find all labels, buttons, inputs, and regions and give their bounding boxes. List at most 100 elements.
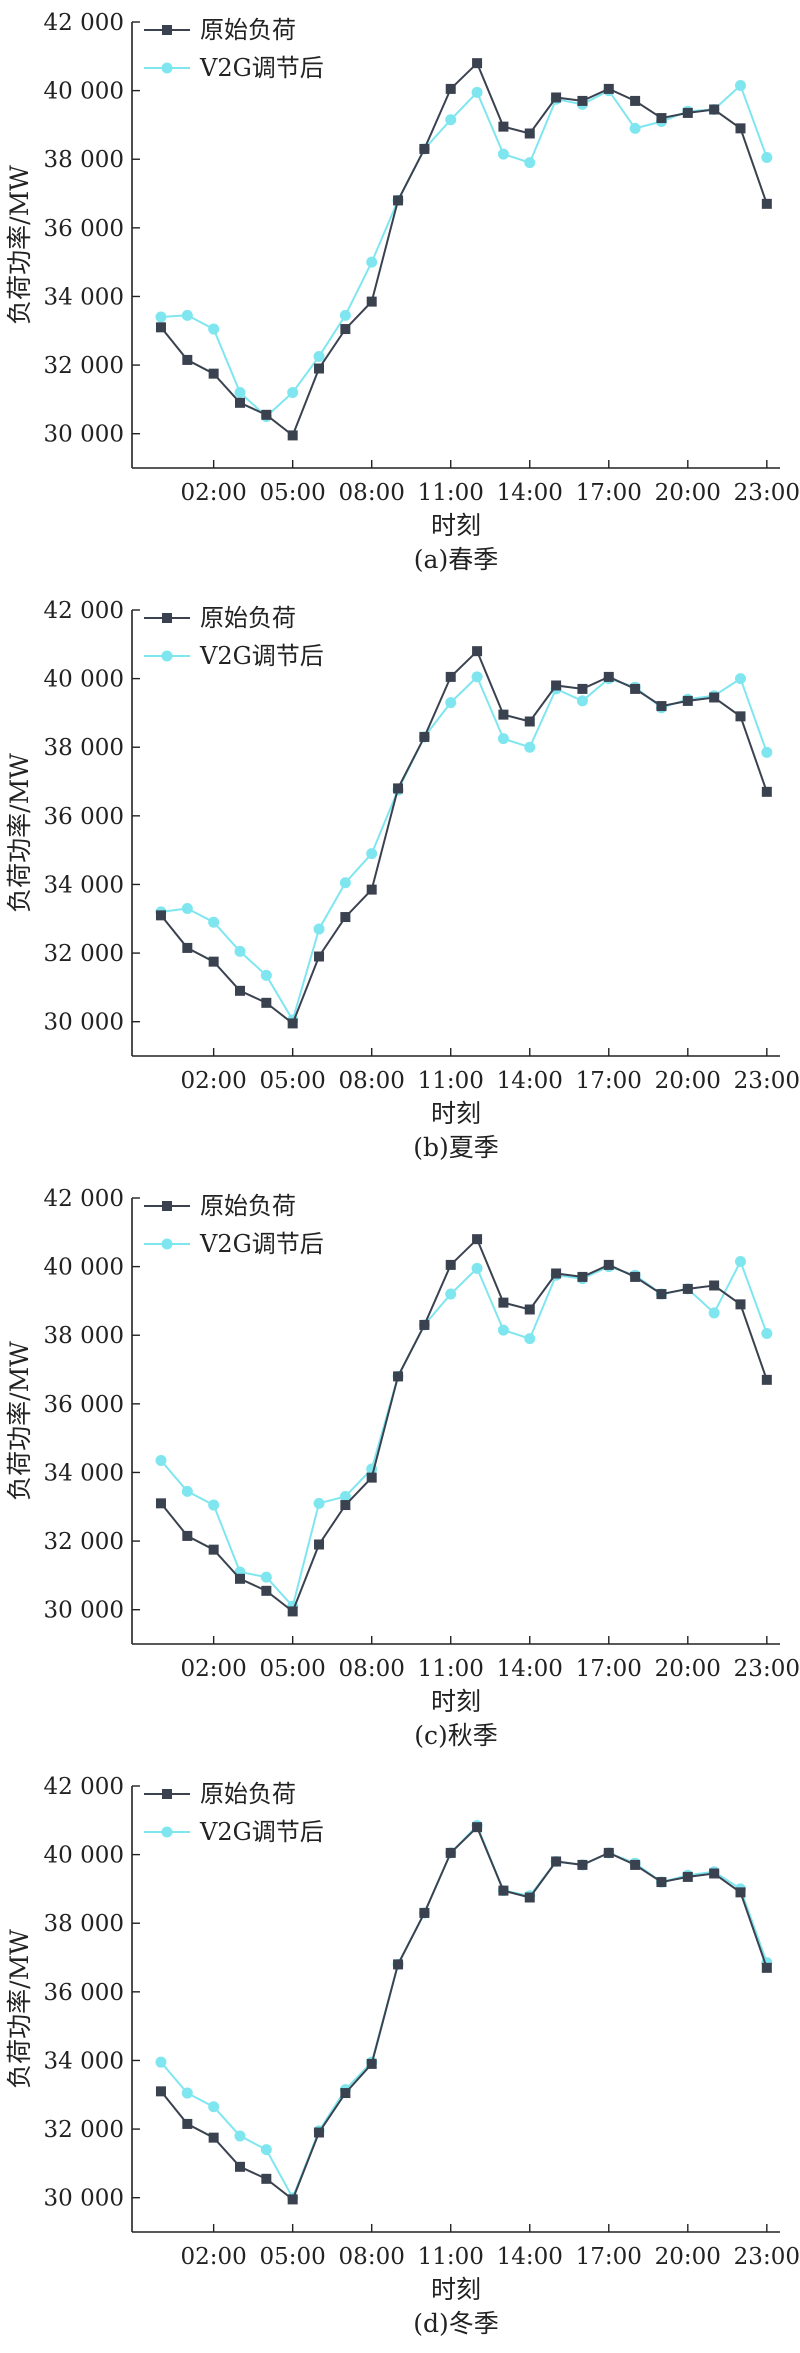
- data-point-original: [287, 1018, 298, 1029]
- data-point-original: [314, 2127, 325, 2138]
- data-point-original: [155, 322, 166, 333]
- data-point-original: [577, 1271, 588, 1282]
- x-tick-label: 20:00: [655, 1068, 721, 1094]
- y-tick-label: 36 000: [44, 1980, 124, 2006]
- data-point-original: [182, 1530, 193, 1541]
- data-point-v2g: [339, 309, 351, 321]
- data-point-original: [735, 1299, 746, 1310]
- data-point-original: [551, 680, 562, 691]
- data-point-v2g: [445, 114, 457, 126]
- chart-svg-spring: 30 000 32 000 34 000 36 000 38 000 40 000 42 0…: [5, 10, 800, 574]
- x-axis-label: 时刻: [431, 1099, 481, 1128]
- data-point-original: [498, 121, 509, 132]
- data-point-v2g: [497, 148, 509, 160]
- chart-caption: (c)秋季: [414, 1721, 498, 1750]
- data-point-v2g: [708, 1307, 720, 1319]
- data-point-original: [472, 1234, 483, 1245]
- y-tick-label: 38 000: [44, 1911, 124, 1937]
- x-tick-label: 11:00: [418, 1068, 484, 1094]
- data-point-original: [577, 683, 588, 694]
- y-tick-label: 32 000: [44, 353, 124, 379]
- data-point-v2g: [181, 2087, 193, 2099]
- y-tick-label: 36 000: [44, 804, 124, 830]
- data-point-original: [603, 1259, 614, 1270]
- data-point-v2g: [497, 1324, 509, 1336]
- data-point-original: [235, 2161, 245, 2172]
- x-tick-label: 20:00: [655, 2244, 721, 2270]
- data-point-original: [682, 1871, 693, 1882]
- chart-panel-autumn: 30 000 32 000 34 000 36 000 38 000 40 000 42 0…: [0, 1176, 800, 1764]
- data-point-original: [656, 113, 667, 124]
- data-point-original: [208, 2132, 219, 2143]
- data-point-original: [472, 1822, 483, 1833]
- data-point-v2g: [445, 1288, 457, 1300]
- data-point-v2g: [155, 311, 167, 323]
- data-point-original: [524, 716, 535, 727]
- data-point-original: [709, 1280, 720, 1291]
- x-axis-label: 时刻: [431, 2275, 481, 2304]
- x-tick-label: 23:00: [734, 480, 800, 506]
- data-point-original: [261, 409, 272, 420]
- chart-svg-winter: 30 000 32 000 34 000 36 000 38 000 40 000 42 0…: [5, 1774, 800, 2338]
- data-point-v2g: [445, 697, 457, 709]
- data-point-original: [155, 1498, 166, 1509]
- series-line-original: [160, 1237, 768, 1614]
- data-point-v2g: [260, 969, 272, 981]
- legend-marker-original: [162, 1789, 172, 1799]
- data-point-original: [603, 83, 614, 94]
- x-tick-label: 23:00: [734, 1068, 800, 1094]
- y-tick-label: 36 000: [44, 1392, 124, 1418]
- data-point-v2g: [234, 945, 246, 957]
- data-point-original: [182, 2118, 193, 2129]
- series-line-v2g: [160, 1823, 768, 2201]
- y-tick-label: 34 000: [44, 2048, 124, 2074]
- data-point-v2g: [761, 1328, 773, 1340]
- data-point-original: [182, 354, 193, 365]
- data-point-original: [603, 1847, 614, 1858]
- data-point-v2g: [366, 848, 378, 860]
- data-point-original: [287, 1606, 298, 1617]
- data-point-original: [261, 2173, 272, 2184]
- x-tick-label: 20:00: [655, 1656, 721, 1682]
- data-point-original: [393, 1371, 404, 1382]
- x-tick-label: 17:00: [576, 1068, 642, 1094]
- data-point-v2g: [181, 902, 193, 914]
- legend-label-v2g: V2G调节后: [199, 1818, 324, 1846]
- data-point-v2g: [208, 1499, 220, 1511]
- chart-panel-summer: 30 000 32 000 34 000 36 000 38 000 40 000 42 0…: [0, 588, 800, 1176]
- data-point-original: [656, 1877, 667, 1888]
- series-line-v2g: [160, 83, 768, 418]
- data-point-v2g: [734, 673, 746, 685]
- x-tick-label: 02:00: [181, 480, 247, 506]
- x-tick-label: 23:00: [734, 1656, 800, 1682]
- data-point-original: [287, 430, 298, 441]
- y-tick-label: 40 000: [44, 79, 124, 105]
- data-point-original: [445, 83, 456, 94]
- data-point-v2g: [366, 256, 378, 268]
- data-point-v2g: [339, 877, 351, 889]
- data-point-original: [235, 1573, 245, 1584]
- chart-caption: (b)夏季: [413, 1133, 499, 1162]
- data-point-v2g: [155, 1454, 167, 1466]
- data-point-original: [498, 709, 509, 720]
- data-point-original: [445, 671, 456, 682]
- y-tick-label: 38 000: [44, 1323, 124, 1349]
- legend-marker-original: [162, 1201, 172, 1211]
- data-point-v2g: [524, 157, 536, 169]
- data-point-v2g: [576, 695, 588, 707]
- data-point-original: [682, 107, 693, 118]
- data-point-original: [340, 2088, 351, 2099]
- x-tick-label: 08:00: [339, 1068, 405, 1094]
- data-point-original: [498, 1885, 509, 1896]
- data-point-original: [366, 296, 377, 307]
- legend-label-original: 原始负荷: [200, 1780, 296, 1808]
- x-tick-label: 20:00: [655, 480, 721, 506]
- data-point-original: [155, 2086, 166, 2097]
- data-point-original: [366, 2058, 377, 2069]
- data-point-v2g: [313, 1497, 325, 1509]
- data-point-v2g: [234, 2130, 246, 2142]
- data-point-original: [656, 701, 667, 712]
- data-point-original: [314, 1539, 325, 1550]
- data-point-original: [340, 912, 351, 923]
- data-point-v2g: [471, 671, 483, 683]
